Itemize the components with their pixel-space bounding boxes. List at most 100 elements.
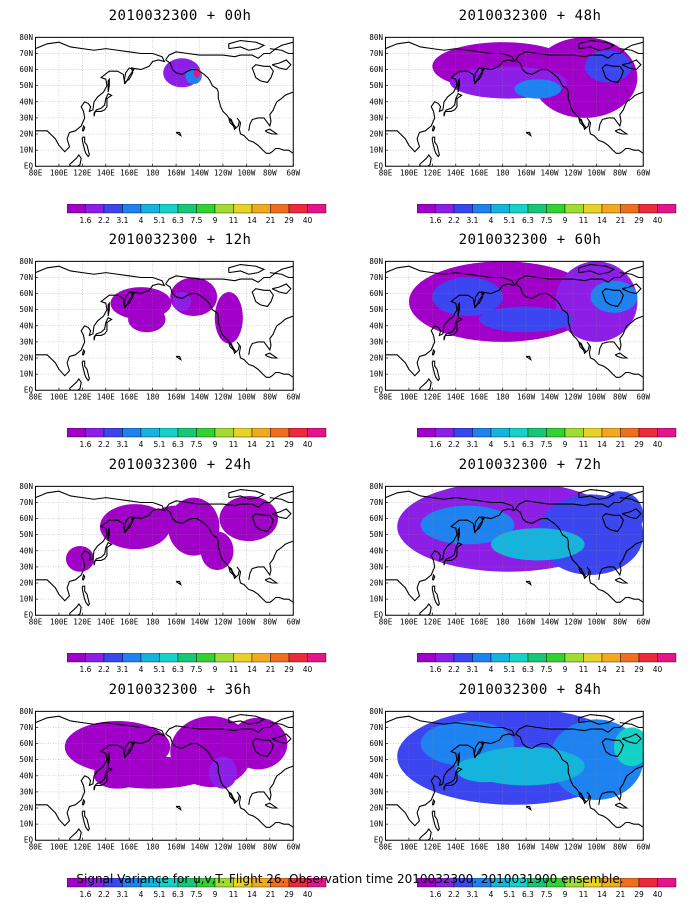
colorbar-swatch	[657, 204, 677, 214]
coastline	[473, 67, 485, 85]
colorbar-label: 29	[284, 890, 294, 899]
colorbar-label: 40	[653, 440, 663, 449]
colorbar-swatch	[307, 878, 327, 888]
x-tick-label: 140E	[447, 392, 466, 401]
coastline	[431, 360, 440, 382]
coastline	[81, 348, 86, 356]
x-tick-label: 80W	[613, 392, 627, 401]
colorbar-swatch	[601, 653, 621, 663]
variance-map: 80E 100E 120E 140E 160E 180 160W 140W 120W 100W 80…	[369, 257, 650, 402]
variance-region	[514, 79, 562, 99]
coastline	[35, 490, 166, 602]
variance-region	[154, 505, 198, 526]
y-tick-label: 30N	[369, 113, 383, 122]
y-tick-label: 20N	[19, 354, 33, 363]
y-tick-label: 40N	[19, 321, 33, 330]
coastline	[431, 348, 436, 356]
variance-region	[99, 504, 171, 550]
coastline	[228, 713, 266, 725]
colorbar-swatch	[251, 428, 271, 438]
colorbar-swatch	[233, 204, 253, 214]
coastline	[598, 791, 609, 805]
y-tick-label: EQ	[374, 611, 384, 620]
colorbar-swatch	[472, 653, 492, 663]
coastline	[271, 283, 292, 295]
coastline	[419, 603, 432, 616]
colorbar-swatch	[638, 428, 658, 438]
x-tick-label: 140E	[97, 617, 116, 626]
y-tick-label: 10N	[369, 595, 383, 604]
colorbar-label: 40	[653, 665, 663, 674]
x-tick-label: 140W	[190, 842, 209, 851]
x-tick-label: 80E	[29, 168, 43, 177]
y-tick-label: 20N	[19, 130, 33, 139]
y-tick-label: EQ	[24, 162, 34, 171]
y-tick-label: 10N	[369, 370, 383, 379]
coastline	[35, 715, 166, 827]
colorbar-label: 6.3	[172, 440, 184, 449]
coastline	[248, 117, 259, 131]
map-frame	[34, 260, 294, 391]
y-tick-label: 40N	[369, 321, 383, 330]
panel-title: 2010032300 + 00h	[108, 8, 252, 24]
coastline	[525, 131, 532, 138]
x-tick-label: 100E	[400, 168, 419, 177]
y-tick-label: 70N	[369, 498, 383, 507]
colorbar-label: 14	[247, 216, 257, 225]
colorbar-label: 4	[489, 890, 494, 899]
colorbar-label: 2.2	[98, 665, 110, 674]
colorbar-label: 7.5	[541, 440, 553, 449]
coastline	[525, 580, 532, 587]
coastline	[228, 263, 266, 275]
colorbar-label: 1.6	[80, 440, 92, 449]
x-tick-label: 180	[146, 168, 160, 177]
colorbar-label: 14	[247, 665, 257, 674]
x-tick-label: 60W	[636, 617, 650, 626]
y-tick-label: 40N	[369, 97, 383, 106]
coastline	[264, 577, 279, 584]
colorbar-swatch	[122, 428, 142, 438]
colorbar-swatch	[527, 653, 547, 663]
colorbar-label: 3.1	[467, 890, 479, 899]
colorbar-swatch	[490, 204, 510, 214]
colorbar-swatch	[196, 428, 216, 438]
colorbar-label: 29	[284, 440, 294, 449]
coastline	[175, 355, 182, 362]
variance-map: 80E 100E 120E 140E 160E 180 160W 140W 120W 100W 80…	[19, 707, 300, 852]
x-tick-label: 80E	[379, 842, 393, 851]
x-tick-label: 80W	[613, 617, 627, 626]
colorbar-label: 6.3	[172, 890, 184, 899]
colorbar-swatch	[270, 204, 290, 214]
y-tick-label: 80N	[369, 257, 383, 266]
coastline	[614, 128, 629, 135]
variance-region	[208, 756, 238, 789]
x-tick-label: 80W	[613, 842, 627, 851]
colorbar-label: 4	[489, 665, 494, 674]
colorbar-label: 3.1	[467, 216, 479, 225]
coastline	[93, 542, 113, 566]
y-tick-label: 50N	[19, 530, 33, 539]
x-tick-label: 120W	[564, 617, 583, 626]
x-tick-label: 120E	[423, 842, 442, 851]
y-tick-label: 70N	[369, 723, 383, 732]
y-tick-label: 40N	[19, 771, 33, 780]
colorbar-swatch	[159, 204, 179, 214]
coastline	[93, 317, 113, 341]
colorbar-label: 6.3	[522, 890, 534, 899]
coastline	[81, 810, 90, 832]
coastline	[228, 39, 266, 51]
colorbar-swatch	[103, 428, 123, 438]
coastline	[258, 765, 294, 802]
y-tick-label: 40N	[19, 546, 33, 555]
x-tick-label: 140W	[190, 392, 209, 401]
coastline	[385, 265, 516, 377]
y-tick-label: 60N	[369, 65, 383, 74]
coastline	[175, 805, 182, 812]
coastline	[123, 516, 135, 534]
coastline	[69, 154, 82, 167]
x-tick-label: 60W	[286, 168, 300, 177]
variance-region	[455, 756, 515, 783]
map-panel-72h: 2010032300 + 72h 80E 100E 120E 140E 160E 180 16…	[360, 457, 700, 679]
coastline	[165, 490, 294, 510]
variance-region	[214, 291, 243, 344]
